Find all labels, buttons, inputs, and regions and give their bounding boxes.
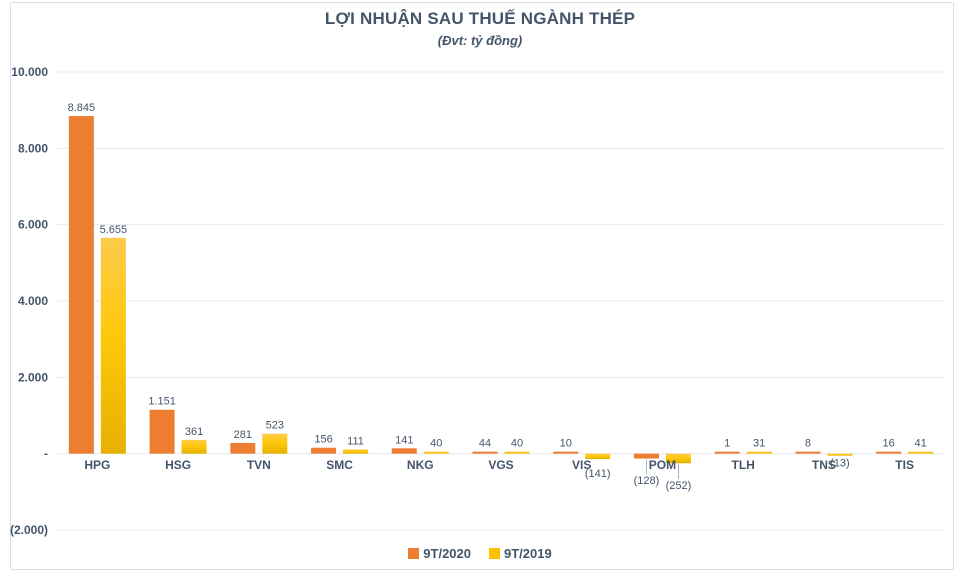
x-axis-label-vgs: VGS	[488, 458, 513, 472]
bar-9t-2020-tis	[876, 451, 902, 454]
x-axis-label-tis: TIS	[895, 458, 914, 472]
x-axis-label-tns: TNS	[812, 458, 836, 472]
legend-item-9t-2019: 9T/2019	[489, 546, 552, 561]
value-label: (252)	[666, 480, 692, 492]
legend: 9T/2020 9T/2019	[0, 546, 960, 561]
x-axis-label-hsg: HSG	[165, 458, 191, 472]
value-label: 281	[234, 429, 252, 441]
chart-frame	[10, 2, 954, 570]
value-label: 16	[883, 438, 895, 450]
bar-9t-2019-tvn	[262, 433, 288, 454]
value-label: 8	[805, 438, 811, 450]
value-label: (128)	[634, 475, 660, 487]
value-label: 141	[395, 434, 413, 446]
value-label: 31	[753, 438, 765, 450]
value-label: 1.151	[148, 396, 176, 408]
value-label: 40	[430, 438, 442, 450]
x-axis-label-smc: SMC	[326, 458, 353, 472]
y-axis-label: 2.000	[18, 370, 48, 384]
bar-9t-2020-smc	[311, 447, 337, 454]
value-label: (141)	[585, 468, 611, 480]
chart-subtitle: (Đvt: tỷ đồng)	[437, 33, 523, 48]
value-label: 361	[185, 426, 203, 438]
value-label: 44	[479, 438, 491, 450]
legend-label: 9T/2019	[504, 546, 552, 561]
bar-9t-2019-tns	[827, 453, 853, 456]
bar-9t-2019-smc	[343, 449, 369, 454]
bar-9t-2019-tis	[908, 451, 934, 454]
chart-title: LỢI NHUẬN SAU THUẾ NGÀNH THÉP	[324, 9, 636, 28]
legend-label: 9T/2020	[423, 546, 471, 561]
y-axis-label: 8.000	[18, 141, 48, 155]
y-axis-label: 6.000	[18, 218, 48, 232]
bar-9t-2019-hsg	[181, 439, 207, 454]
bar-9t-2020-nkg	[391, 448, 417, 454]
value-label: 10	[560, 438, 572, 450]
x-axis-label-tlh: TLH	[732, 458, 755, 472]
bar-9t-2020-tvn	[230, 442, 256, 454]
x-axis-label-nkg: NKG	[407, 458, 434, 472]
bar-9t-2019-vgs	[504, 451, 530, 454]
y-axis-label: 4.000	[18, 294, 48, 308]
value-label: 156	[314, 434, 332, 446]
y-axis-label: -	[44, 447, 48, 461]
bar-9t-2019-nkg	[423, 451, 449, 454]
y-axis-label: 10.000	[11, 65, 48, 79]
y-axis-label: (2.000)	[10, 523, 48, 537]
bar-9t-2020-tns	[795, 451, 821, 454]
bar-9t-2020-hsg	[149, 409, 175, 454]
bar-9t-2019-hpg	[100, 237, 126, 454]
bar-9t-2020-vgs	[472, 451, 498, 454]
bar-9t-2019-tlh	[746, 451, 772, 454]
bar-9t-2019-pom	[665, 453, 691, 464]
value-label: 111	[347, 435, 364, 447]
x-axis-label-hpg: HPG	[84, 458, 110, 472]
bar-9t-2020-tlh	[714, 451, 740, 454]
value-label: 1	[724, 438, 730, 450]
value-label: (13)	[830, 458, 850, 470]
bar-9t-2019-vis	[585, 453, 611, 460]
value-label: 8.845	[68, 102, 96, 114]
legend-swatch-icon	[408, 548, 420, 559]
bar-9t-2020-pom	[633, 453, 659, 459]
legend-swatch-icon	[489, 548, 500, 559]
value-label: 523	[266, 420, 284, 432]
x-axis-label-tvn: TVN	[247, 458, 271, 472]
legend-item-9t-2020: 9T/2020	[408, 546, 471, 561]
value-label: 41	[915, 438, 927, 450]
x-axis-label-vis: VIS	[572, 458, 591, 472]
x-axis-label-pom: POM	[649, 458, 676, 472]
bar-9t-2020-hpg	[68, 116, 94, 454]
bar-9t-2020-vis	[553, 451, 579, 454]
value-label: 40	[511, 438, 523, 450]
value-label: 5.655	[100, 224, 128, 236]
